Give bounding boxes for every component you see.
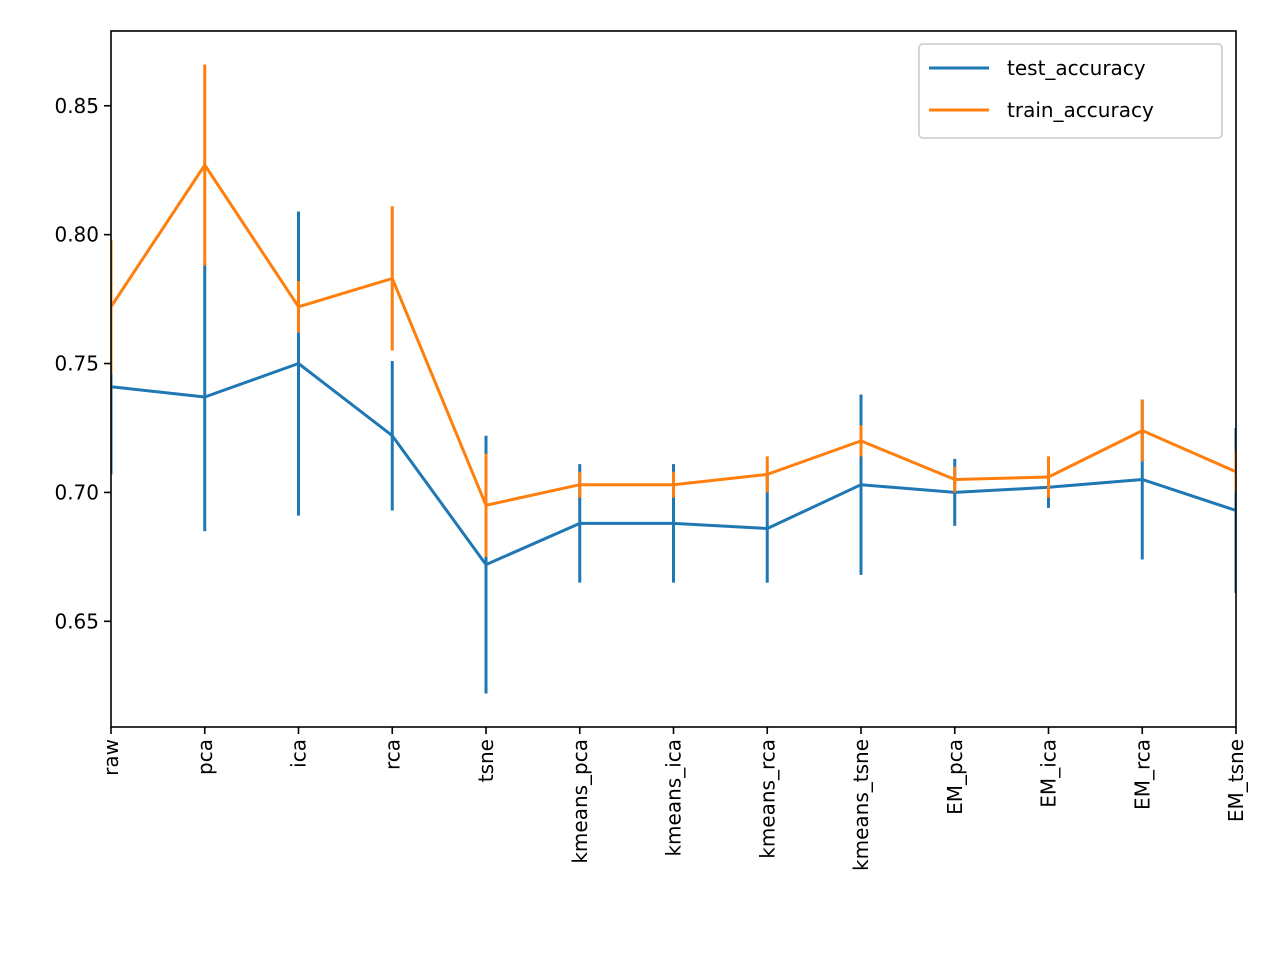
x-axis: raw pca ica rca tsne kmeans_pca kmeans_ica kmea… bbox=[99, 727, 1248, 871]
y-tick-label: 0.80 bbox=[54, 223, 99, 247]
y-tick-label: 0.70 bbox=[54, 480, 99, 504]
x-tick-label: EM_ica bbox=[1037, 739, 1061, 808]
y-tick-label: 0.85 bbox=[54, 94, 99, 118]
x-tick-label: pca bbox=[193, 739, 217, 775]
series-test_accuracy bbox=[111, 211, 1236, 694]
x-tick-label: EM_pca bbox=[943, 739, 967, 815]
train_accuracy-line bbox=[111, 163, 1236, 507]
legend-box bbox=[918, 43, 1223, 139]
x-tick-label: rca bbox=[380, 739, 404, 770]
y-tick-label: 0.75 bbox=[54, 352, 99, 376]
x-tick-label: kmeans_tsne bbox=[849, 739, 873, 871]
y-tick-label: 0.65 bbox=[54, 609, 99, 633]
legend-label-train_accuracy: train_accuracy bbox=[1007, 98, 1154, 122]
legend: test_accuracy train_accuracy bbox=[918, 43, 1223, 139]
x-tick-label: kmeans_rca bbox=[755, 739, 779, 859]
x-tick-label: tsne bbox=[474, 739, 498, 782]
x-tick-label: kmeans_pca bbox=[568, 739, 592, 864]
series-layer bbox=[111, 64, 1236, 694]
y-axis: 0.65 0.70 0.75 0.80 0.85 bbox=[54, 94, 111, 633]
x-tick-label: raw bbox=[99, 739, 123, 776]
x-tick-label: ica bbox=[287, 739, 311, 768]
series-train_accuracy bbox=[111, 64, 1236, 557]
x-tick-label: EM_rca bbox=[1130, 739, 1154, 810]
x-tick-label: EM_tsne bbox=[1224, 739, 1248, 822]
x-tick-label: kmeans_ica bbox=[662, 739, 686, 857]
legend-label-test_accuracy: test_accuracy bbox=[1007, 56, 1146, 80]
